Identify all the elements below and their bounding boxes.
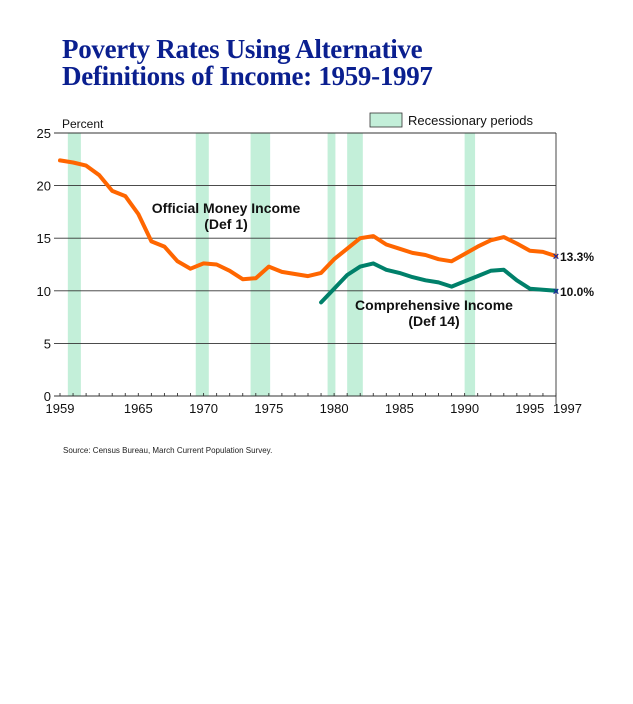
chart-labels: 13.3% Official Money Income(Def 1) 10.0% Co…: [152, 200, 595, 329]
recession-bars: [67, 133, 476, 396]
x-tick-label: 1980: [320, 401, 349, 416]
x-tick-label: 1985: [385, 401, 414, 416]
x-tick-label: 1990: [450, 401, 479, 416]
y-tick-label: 5: [44, 336, 51, 351]
end-marker-x: ×: [553, 286, 559, 298]
axes: 0 5 10 15 20 25 1959 1965 1970 1975 1980 1985 1990 19…: [37, 126, 582, 416]
series-label: (Def 14): [408, 313, 459, 329]
chart-title: Poverty Rates Using Alternative Definiti…: [62, 36, 433, 90]
y-tick-label: 10: [37, 284, 51, 299]
x-tick-label: 1965: [124, 401, 153, 416]
series-label: Official Money Income: [152, 200, 301, 216]
end-marker-x: ×: [553, 251, 559, 263]
end-value-label: 10.0%: [560, 285, 594, 299]
y-tick-label: 20: [37, 179, 51, 194]
series-label: (Def 1): [204, 216, 248, 232]
end-value-label: 13.3%: [560, 250, 594, 264]
recession-bar: [67, 133, 81, 396]
y-axis-label: Percent: [62, 117, 104, 131]
x-tick-label: 1975: [254, 401, 283, 416]
gridlines: [54, 132, 556, 397]
recession-bar: [464, 133, 476, 396]
chart-title-line-1: Poverty Rates Using Alternative: [62, 34, 423, 64]
x-tick-label: 1997: [553, 401, 582, 416]
recession-bar: [347, 133, 363, 396]
legend: Recessionary periods: [369, 112, 534, 128]
y-tick-label: 0: [44, 389, 51, 404]
series-line-official: [58, 158, 558, 282]
legend-swatch-recession: [369, 112, 403, 128]
legend-label-recession: Recessionary periods: [408, 113, 534, 128]
source-note: Source: Census Bureau, March Current Pop…: [63, 446, 273, 455]
x-tick-label: 1970: [189, 401, 218, 416]
y-tick-label: 25: [37, 126, 51, 141]
y-tick-label: 15: [37, 231, 51, 246]
series-label: Comprehensive Income: [355, 297, 513, 313]
x-tick-label: 1959: [46, 401, 75, 416]
x-tick-label: 1995: [515, 401, 544, 416]
series-lines: ××: [58, 158, 559, 305]
chart-title-line-2: Definitions of Income: 1959-1997: [62, 61, 433, 91]
recession-bar: [250, 133, 271, 396]
